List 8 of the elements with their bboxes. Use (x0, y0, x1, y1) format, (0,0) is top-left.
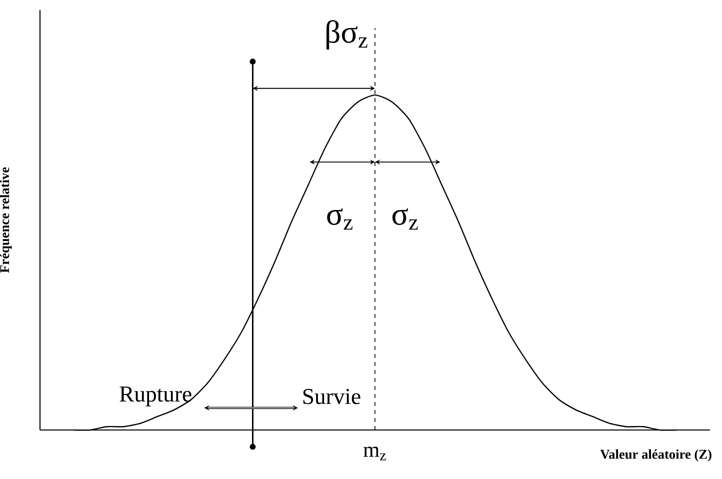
annotation: Rupture (120, 386, 192, 406)
annotation: σ$_{z}$ (327, 208, 352, 230)
text: m$_{z}$ (363, 446, 386, 460)
y-axis-title: Fréquence relative (0, 167, 12, 273)
x-axis-title: Valeur aléatoire (Z) (600, 449, 712, 462)
text: βσ$_{z}$ (326, 20, 368, 50)
annotation: σ$_{z}$ (392, 208, 418, 230)
annotation: Survie (303, 388, 360, 404)
